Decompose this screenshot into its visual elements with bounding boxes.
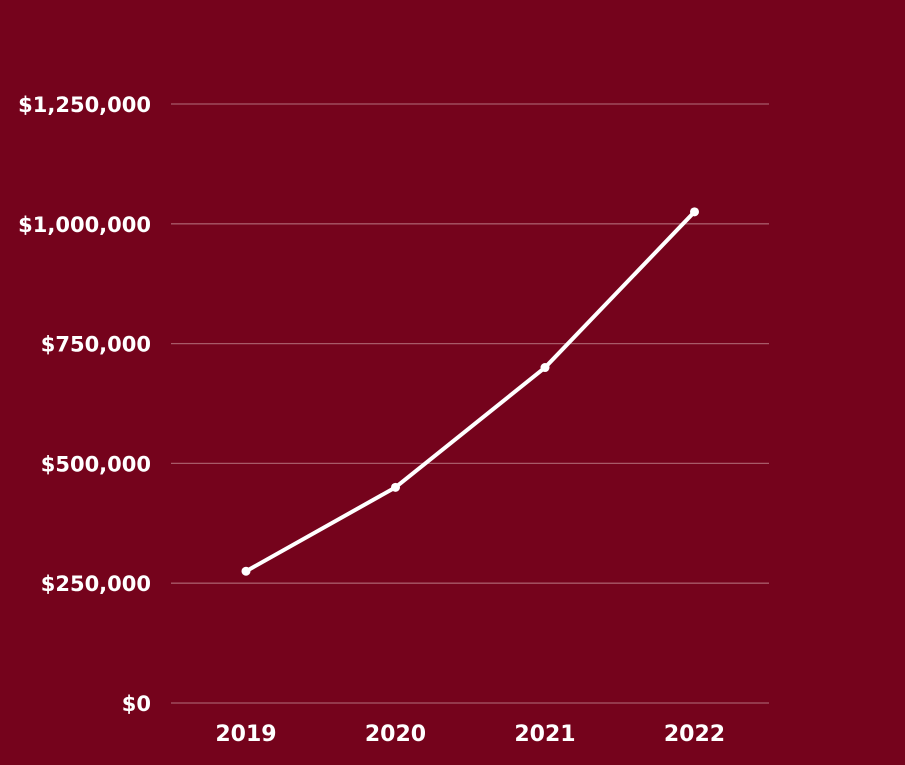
x-tick-label: 2021 — [514, 722, 575, 747]
y-tick-label: $0 — [122, 692, 151, 716]
x-tick-label: 2022 — [664, 722, 725, 747]
gridlines — [171, 103, 769, 704]
y-tick-label: $750,000 — [41, 333, 151, 357]
y-tick-label: $1,250,000 — [18, 93, 151, 117]
series-layer — [241, 207, 699, 576]
y-tick-label: $1,000,000 — [18, 213, 151, 237]
data-point-2020 — [391, 482, 400, 492]
data-point-2021 — [540, 363, 550, 373]
x-axis-tick-labels: 2019 2020 2021 2022 — [215, 722, 725, 747]
x-tick-label: 2019 — [215, 722, 276, 747]
series-line — [244, 209, 697, 574]
y-tick-label: $250,000 — [41, 572, 151, 596]
x-tick-label: 2020 — [365, 722, 426, 747]
data-point-2019 — [241, 566, 251, 576]
data-point-2022 — [690, 207, 699, 217]
y-tick-label: $500,000 — [41, 452, 151, 476]
y-axis-tick-labels: $0 $250,000 $500,000 $750,000 $1,000,000 $1,2… — [18, 93, 151, 716]
